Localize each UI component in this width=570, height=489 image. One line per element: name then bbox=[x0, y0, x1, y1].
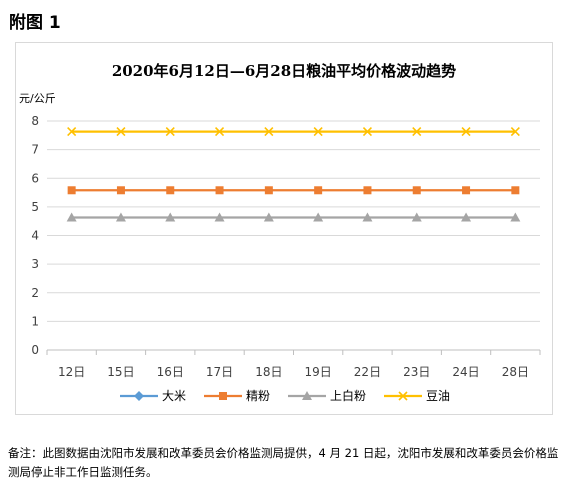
legend-label: 豆油 bbox=[426, 389, 451, 403]
x-tick-label: 23日 bbox=[403, 365, 430, 379]
data-point-豆油 bbox=[264, 127, 274, 137]
legend-item: 大米 bbox=[119, 387, 186, 404]
y-tick-label: 8 bbox=[31, 114, 39, 128]
legend-swatch-icon bbox=[203, 391, 242, 400]
data-point-上白粉 bbox=[66, 212, 77, 222]
data-point-上白粉 bbox=[313, 212, 324, 222]
legend-label: 精粉 bbox=[245, 389, 270, 403]
data-point-精粉 bbox=[116, 186, 125, 195]
x-tick-label: 18日 bbox=[255, 365, 282, 379]
y-tick-label: 6 bbox=[31, 171, 39, 185]
x-tick-label: 15日 bbox=[107, 365, 134, 379]
footnote: 备注：此图数据由沈阳市发展和改革委员会价格监测局提供，4 月 21 日起，沈阳市… bbox=[8, 446, 559, 479]
data-point-精粉 bbox=[511, 186, 520, 195]
chart-frame bbox=[15, 42, 553, 415]
x-tick-label: 16日 bbox=[157, 365, 184, 379]
legend-label: 大米 bbox=[161, 389, 186, 403]
data-point-豆油 bbox=[461, 127, 471, 137]
data-point-精粉 bbox=[363, 186, 372, 195]
data-point-豆油 bbox=[362, 127, 373, 137]
data-point-精粉 bbox=[412, 186, 421, 195]
data-point-上白粉 bbox=[362, 212, 373, 222]
data-point-豆油 bbox=[116, 127, 126, 137]
data-point-豆油 bbox=[67, 127, 77, 137]
data-point-上白粉 bbox=[214, 212, 225, 222]
chart-title: 2020年6月12日—6月28日粮油平均价格波动趋势 bbox=[111, 62, 457, 80]
y-tick-label: 0 bbox=[31, 343, 39, 357]
data-point-上白粉 bbox=[411, 212, 422, 222]
data-point-精粉 bbox=[215, 186, 224, 195]
y-tick-label: 4 bbox=[31, 229, 39, 243]
y-tick-label: 1 bbox=[31, 314, 39, 328]
data-point-豆油 bbox=[412, 127, 422, 137]
data-point-上白粉 bbox=[263, 212, 274, 222]
legend-swatch-icon bbox=[288, 390, 326, 400]
y-tick-label: 3 bbox=[31, 257, 39, 271]
data-point-上白粉 bbox=[165, 212, 176, 222]
data-point-豆油 bbox=[510, 127, 520, 137]
data-point-上白粉 bbox=[510, 212, 521, 222]
legend-swatch-icon bbox=[384, 390, 423, 401]
y-axis-unit-label: 元/公斤 bbox=[19, 92, 56, 105]
x-tick-label: 28日 bbox=[502, 365, 529, 379]
page-heading: 附图 1 bbox=[9, 13, 61, 33]
legend-item: 豆油 bbox=[384, 387, 450, 404]
data-point-精粉 bbox=[314, 186, 323, 195]
y-tick-label: 7 bbox=[31, 143, 39, 157]
data-point-精粉 bbox=[264, 186, 273, 195]
legend-item: 上白粉 bbox=[288, 387, 366, 404]
x-tick-label: 12日 bbox=[58, 365, 85, 379]
data-point-精粉 bbox=[462, 186, 471, 195]
data-point-上白粉 bbox=[115, 212, 126, 222]
legend-swatch-icon bbox=[119, 390, 158, 401]
x-tick-label: 17日 bbox=[206, 365, 233, 379]
data-point-豆油 bbox=[313, 127, 323, 137]
data-point-精粉 bbox=[166, 186, 175, 195]
y-tick-label: 5 bbox=[31, 200, 39, 214]
data-point-豆油 bbox=[214, 127, 225, 137]
y-tick-label: 2 bbox=[31, 286, 39, 300]
data-point-上白粉 bbox=[461, 212, 472, 222]
chart-legend: 大米 精粉 上白粉 豆油 bbox=[0, 387, 570, 404]
x-tick-label: 22日 bbox=[354, 365, 381, 379]
legend-label: 上白粉 bbox=[330, 389, 367, 403]
x-tick-label: 24日 bbox=[452, 365, 479, 379]
legend-item: 精粉 bbox=[203, 387, 270, 404]
data-point-豆油 bbox=[165, 127, 175, 137]
data-point-精粉 bbox=[67, 186, 76, 195]
x-tick-label: 19日 bbox=[305, 365, 332, 379]
